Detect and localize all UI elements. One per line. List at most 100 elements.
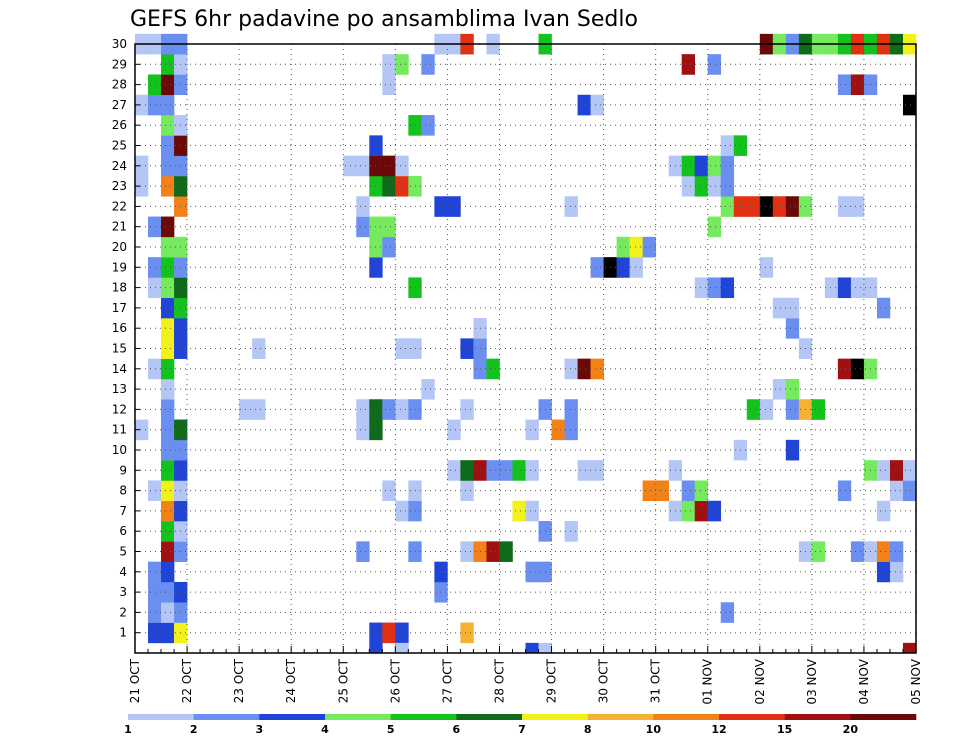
colorbar-label: 5 [387, 723, 395, 736]
heatmap-cell [590, 358, 604, 380]
y-tick-label: 2 [119, 605, 127, 619]
heatmap-cell [564, 521, 578, 542]
heatmap-cell [707, 277, 722, 299]
y-tick-label: 16 [112, 321, 127, 335]
colorbar-swatch [719, 714, 785, 720]
heatmap-cell [486, 358, 500, 380]
heatmap-cell [525, 642, 539, 654]
heatmap-cell [434, 561, 448, 583]
heatmap-cell [395, 642, 409, 654]
heatmap-cell [421, 54, 435, 75]
heatmap-cell [837, 480, 852, 502]
colorbar-swatch [193, 714, 260, 720]
heatmap-cell [161, 581, 175, 603]
y-tick-label: 30 [112, 37, 127, 51]
heatmap-cell [889, 561, 904, 583]
y-tick-label: 4 [119, 565, 127, 579]
heatmap-cell [382, 622, 396, 644]
heatmap-cell [577, 94, 591, 116]
colorbar-swatch [325, 714, 391, 720]
heatmap-cell [577, 358, 591, 380]
heatmap-cell [161, 622, 175, 644]
heatmap-cell [772, 297, 787, 319]
heatmap-cell [161, 358, 175, 380]
heatmap-cell [161, 74, 175, 96]
heatmap-cell [694, 277, 709, 299]
colorbar-label: 20 [843, 723, 859, 736]
heatmap-cell [785, 196, 800, 217]
y-axis-tick-labels: 1234567891011121314151617181920212223242… [112, 37, 127, 640]
heatmap-cell [889, 480, 904, 502]
heatmap-cell [382, 216, 396, 238]
colorbar-swatch [259, 714, 326, 720]
heatmap-cell [161, 94, 175, 116]
heatmap-cell [525, 460, 539, 481]
heatmap-cell [876, 561, 891, 583]
heatmap-cell [382, 54, 396, 75]
heatmap-cell [746, 399, 761, 420]
heatmap-cell [486, 460, 500, 481]
heatmap-cell [343, 155, 357, 177]
heatmap-cell [876, 297, 891, 319]
x-tick-label: 02 NOV [753, 658, 767, 704]
y-tick-label: 22 [112, 199, 127, 213]
x-tick-label: 04 NOV [857, 658, 871, 704]
heatmap-cell [486, 541, 500, 562]
y-tick-label: 12 [112, 402, 127, 416]
heatmap-cell [785, 399, 800, 420]
colorbar-label: 10 [646, 723, 662, 736]
heatmap-cell [395, 54, 409, 75]
heatmap-cell [369, 642, 383, 654]
colorbar-label: 15 [777, 723, 792, 736]
heatmap-cell [759, 257, 774, 278]
colorbar-swatch [850, 714, 917, 720]
heatmap-cell [161, 257, 175, 278]
heatmap-cell [564, 196, 578, 217]
heatmap-cell [694, 175, 709, 197]
heatmap-cell [161, 521, 175, 542]
x-tick-label: 01 NOV [701, 658, 715, 704]
y-tick-label: 26 [112, 118, 127, 132]
heatmap-cell [720, 277, 735, 299]
heatmap-cell [148, 74, 162, 96]
heatmap-cell [850, 196, 865, 217]
x-tick-label: 22 OCT [180, 658, 194, 703]
heatmap-cell [148, 94, 162, 116]
heatmap-cell [161, 135, 175, 156]
y-tick-label: 5 [119, 545, 127, 559]
heatmap-cell [395, 155, 409, 177]
heatmap-cell [837, 196, 852, 217]
heatmap-cell [850, 541, 865, 562]
heatmap-cell [590, 257, 604, 278]
heatmap-cell [161, 399, 175, 420]
heatmap-cell [460, 541, 474, 562]
heatmap-cell [447, 419, 461, 441]
heatmap-cell [564, 419, 578, 441]
x-tick-label: 03 NOV [805, 658, 819, 704]
y-tick-label: 13 [112, 382, 127, 396]
colorbar-label: 3 [256, 723, 264, 736]
colorbar-swatch [390, 714, 457, 720]
heatmap-cell [148, 581, 162, 603]
heatmap-cell [525, 561, 539, 583]
heatmap-cell [694, 480, 709, 502]
heatmap-cell [161, 541, 175, 562]
heatmap-cell [538, 642, 552, 654]
y-tick-label: 24 [112, 159, 127, 173]
heatmap-cell [161, 318, 175, 339]
heatmap-cell [148, 358, 162, 380]
heatmap-cell [616, 257, 630, 278]
heatmap-cell [161, 480, 175, 502]
heatmap-cell [525, 500, 539, 522]
axis-ticks [134, 43, 917, 653]
heatmap-cell [850, 74, 865, 96]
heatmap-cell [577, 460, 591, 481]
heatmap-cell [785, 318, 800, 339]
heatmap-cell [694, 155, 709, 177]
y-tick-label: 9 [119, 463, 127, 477]
y-tick-label: 18 [112, 281, 127, 295]
heatmap-cell [655, 480, 669, 502]
colorbar-label: 2 [190, 723, 198, 736]
heatmap-cell [499, 541, 513, 562]
